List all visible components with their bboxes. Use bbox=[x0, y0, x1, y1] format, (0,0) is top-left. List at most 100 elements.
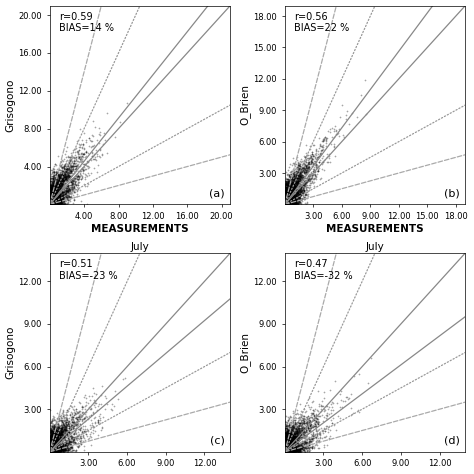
Point bbox=[304, 175, 312, 182]
Point bbox=[283, 438, 291, 445]
Point bbox=[284, 447, 292, 455]
Point bbox=[282, 186, 290, 194]
Point bbox=[47, 446, 55, 454]
Point bbox=[282, 439, 289, 447]
Point bbox=[286, 198, 294, 205]
Point bbox=[298, 440, 306, 448]
Point bbox=[47, 196, 55, 204]
Point bbox=[312, 423, 320, 431]
Point bbox=[79, 153, 87, 161]
Point bbox=[283, 435, 291, 443]
Point bbox=[46, 442, 54, 450]
Point bbox=[53, 199, 61, 207]
Point bbox=[282, 184, 289, 191]
Point bbox=[50, 190, 58, 197]
Point bbox=[283, 200, 291, 208]
Point bbox=[48, 199, 55, 207]
Point bbox=[292, 195, 299, 202]
Point bbox=[291, 194, 299, 201]
Point bbox=[65, 438, 73, 446]
Point bbox=[292, 420, 300, 428]
Point bbox=[283, 443, 291, 451]
Point bbox=[49, 426, 56, 434]
Point bbox=[283, 196, 290, 204]
Point bbox=[47, 199, 55, 206]
Point bbox=[47, 432, 55, 439]
Point bbox=[281, 445, 289, 452]
Point bbox=[300, 412, 308, 420]
Point bbox=[54, 431, 61, 438]
Point bbox=[51, 195, 58, 202]
Point bbox=[284, 198, 292, 205]
Point bbox=[283, 198, 290, 205]
Point bbox=[285, 192, 292, 200]
Point bbox=[297, 182, 304, 190]
Point bbox=[53, 190, 60, 197]
Point bbox=[46, 193, 54, 201]
Point bbox=[53, 182, 60, 189]
Point bbox=[289, 438, 297, 446]
Point bbox=[291, 200, 299, 207]
Point bbox=[287, 200, 294, 207]
Point bbox=[291, 181, 298, 188]
Point bbox=[283, 442, 291, 449]
Point bbox=[47, 189, 55, 197]
Point bbox=[288, 446, 296, 454]
Point bbox=[303, 200, 311, 207]
Point bbox=[306, 165, 313, 173]
Point bbox=[283, 439, 291, 447]
Point bbox=[55, 199, 62, 206]
Point bbox=[52, 445, 60, 453]
Point bbox=[286, 441, 293, 449]
Point bbox=[289, 187, 296, 194]
Point bbox=[46, 191, 54, 198]
Point bbox=[293, 173, 301, 181]
Point bbox=[305, 424, 313, 432]
Point bbox=[49, 184, 57, 192]
Point bbox=[281, 197, 289, 205]
Point bbox=[283, 438, 291, 446]
Point bbox=[282, 196, 289, 204]
Point bbox=[58, 428, 65, 436]
Point bbox=[286, 200, 293, 207]
Point bbox=[297, 428, 304, 436]
Point bbox=[50, 428, 58, 436]
Point bbox=[282, 447, 289, 455]
Point bbox=[309, 421, 317, 429]
Point bbox=[49, 447, 56, 454]
Point bbox=[319, 137, 326, 145]
Point bbox=[290, 438, 297, 445]
Point bbox=[46, 448, 54, 456]
Point bbox=[289, 193, 297, 201]
Point bbox=[48, 191, 55, 198]
Point bbox=[314, 437, 321, 444]
Point bbox=[50, 186, 58, 194]
Point bbox=[294, 178, 301, 185]
Point bbox=[285, 200, 292, 208]
Point bbox=[283, 445, 291, 453]
Point bbox=[65, 424, 73, 432]
Point bbox=[47, 199, 55, 206]
Point bbox=[47, 191, 55, 199]
Point bbox=[284, 200, 292, 208]
Point bbox=[281, 196, 289, 204]
Point bbox=[287, 201, 294, 208]
Point bbox=[52, 196, 60, 204]
Point bbox=[289, 192, 296, 200]
Point bbox=[283, 428, 291, 436]
Point bbox=[282, 439, 289, 447]
Point bbox=[46, 197, 54, 205]
Point bbox=[284, 445, 292, 453]
Point bbox=[282, 443, 289, 451]
Point bbox=[283, 200, 291, 208]
Point bbox=[46, 443, 54, 451]
Point bbox=[64, 172, 71, 179]
Point bbox=[285, 196, 293, 204]
Point bbox=[48, 435, 55, 442]
Point bbox=[283, 444, 290, 451]
Point bbox=[292, 199, 300, 207]
Point bbox=[51, 433, 58, 440]
Point bbox=[65, 446, 73, 454]
Point bbox=[283, 188, 290, 196]
Point bbox=[282, 446, 289, 454]
